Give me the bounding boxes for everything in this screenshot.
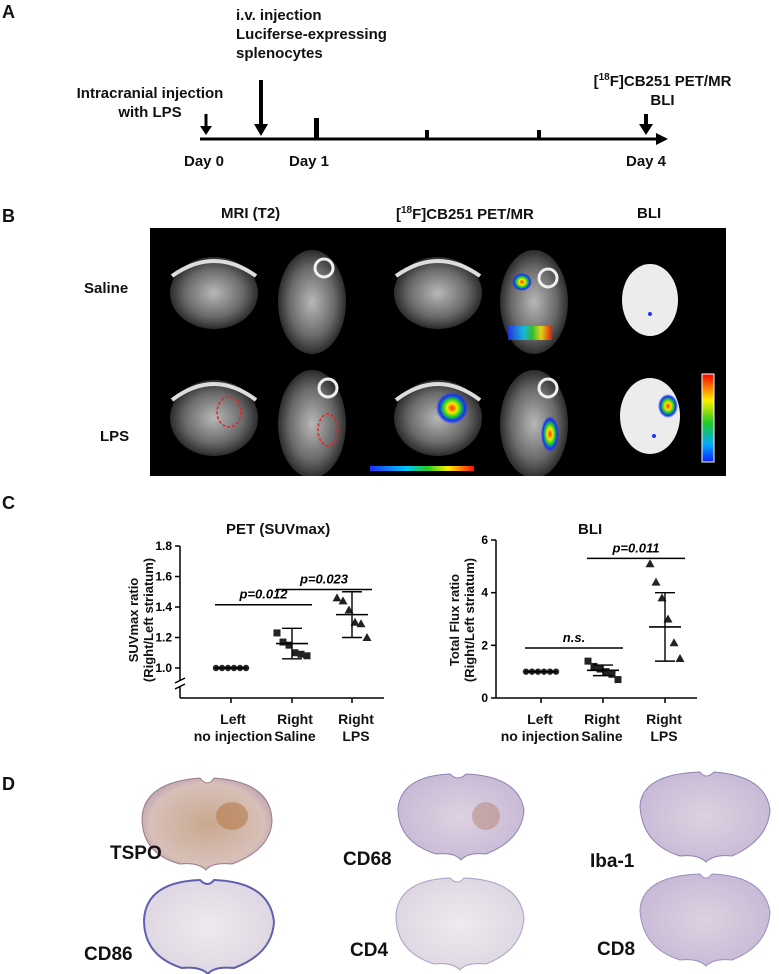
day1-label: Day 1 bbox=[289, 153, 330, 170]
bli-cat-left: Left no injection bbox=[500, 711, 580, 744]
bli-cat-lps: Right LPS bbox=[646, 711, 682, 744]
pet-axis-break-mark bbox=[174, 683, 186, 690]
ihc-label-cd86: CD86 bbox=[84, 944, 133, 965]
section-cd8 bbox=[639, 873, 771, 967]
panel-label-a: A bbox=[2, 2, 15, 22]
pet-significance-label: p=0.012 bbox=[238, 587, 288, 602]
row-label-lps: LPS bbox=[100, 428, 130, 445]
pet-point bbox=[285, 641, 293, 649]
pet-point bbox=[303, 652, 311, 660]
timeline-diagram bbox=[200, 80, 668, 145]
bli-lps bbox=[620, 378, 680, 454]
mri-axial-lps bbox=[278, 370, 346, 476]
ihc-label-iba1: Iba-1 bbox=[590, 851, 635, 872]
bli-point bbox=[602, 668, 610, 676]
bli-y-tick-label: 4 bbox=[481, 586, 488, 600]
ihc-label-tspo: TSPO bbox=[110, 843, 162, 864]
pet-significance-label: p=0.023 bbox=[299, 571, 349, 586]
col-header-pet: [18F]CB251 PET/MR bbox=[396, 205, 534, 223]
section-cd4 bbox=[395, 877, 525, 971]
bli-point bbox=[614, 676, 622, 684]
pet-cat-lps: Right LPS bbox=[338, 711, 374, 744]
bli-y-tick-label: 2 bbox=[481, 638, 488, 652]
pet-point bbox=[297, 650, 305, 658]
ylabel-bli: Total Flux ratio (Right/Left striatum) bbox=[447, 557, 477, 683]
pet-point bbox=[332, 593, 342, 602]
col-header-mri: MRI (T2) bbox=[221, 205, 281, 222]
section-cd86 bbox=[142, 878, 276, 974]
pet-y-tick-label: 1.2 bbox=[155, 631, 172, 645]
day1-tick bbox=[314, 118, 319, 139]
day3-tick bbox=[537, 130, 541, 139]
pet-y-tick-label: 1.4 bbox=[155, 600, 172, 614]
pet-axial-saline bbox=[500, 250, 568, 354]
pet-point bbox=[356, 619, 366, 628]
bli-point bbox=[675, 654, 685, 662]
pet-cat-saline: Right Saline bbox=[274, 711, 316, 744]
chart-title-pet: PET (SUVmax) bbox=[226, 521, 331, 538]
section-tspo bbox=[141, 777, 273, 871]
pet-y-tick-label: 1.8 bbox=[155, 539, 172, 553]
bli-point bbox=[669, 638, 679, 647]
pet-coronal-saline bbox=[394, 257, 482, 329]
pet-colorbar bbox=[370, 466, 474, 471]
bli-colorbar bbox=[701, 373, 715, 463]
pet-y-tick-label: 1.0 bbox=[155, 661, 172, 675]
imaging-panel bbox=[150, 228, 726, 476]
bli-point bbox=[590, 662, 598, 670]
bli-point bbox=[651, 577, 661, 586]
pet-point bbox=[291, 649, 299, 657]
day2-tick bbox=[425, 130, 429, 139]
bli-point bbox=[663, 614, 673, 623]
ylabel-pet: SUVmax ratio (Right/Left striatum) bbox=[126, 557, 156, 683]
bli-point bbox=[596, 665, 604, 673]
bli-point bbox=[608, 670, 616, 678]
bli-cat-saline: Right Saline bbox=[581, 711, 623, 744]
panel-label-c: C bbox=[2, 493, 15, 513]
pet-axis-break-gap bbox=[175, 680, 185, 686]
pet-coronal-lps bbox=[394, 380, 482, 456]
pet-point bbox=[279, 638, 287, 646]
bli-point bbox=[645, 559, 655, 568]
ihc-label-cd4: CD4 bbox=[350, 940, 389, 961]
day4-label: Day 4 bbox=[626, 153, 667, 170]
pet-bli-label: [18F]CB251 PET/MR BLI bbox=[593, 72, 732, 109]
col-header-bli: BLI bbox=[637, 205, 662, 222]
ihc-sections bbox=[141, 771, 771, 974]
intracranial-injection-label: Intracranial injection with LPS bbox=[76, 85, 224, 121]
pet-point bbox=[362, 633, 372, 641]
panel-label-b: B bbox=[2, 206, 15, 226]
pet-point bbox=[350, 617, 360, 626]
bli-significance-label: n.s. bbox=[563, 630, 585, 645]
charts-area: 1.0 1.2 1.4 1.6 1.8 p=0.012 p=0.023 0 2 4 6 n.s. p=0… bbox=[155, 533, 697, 705]
row-label-saline: Saline bbox=[84, 280, 129, 297]
iv-injection-label: i.v. injection Luciferse-expressing sple… bbox=[236, 7, 387, 62]
section-cd68 bbox=[397, 773, 525, 861]
mri-coronal-saline bbox=[170, 257, 258, 329]
pet-point bbox=[273, 629, 281, 637]
chart-title-bli: BLI bbox=[578, 521, 603, 538]
pet-cat-left: Left no injection bbox=[193, 711, 273, 744]
bli-point bbox=[584, 657, 592, 665]
day0-label: Day 0 bbox=[184, 153, 225, 170]
ihc-label-cd8: CD8 bbox=[597, 939, 636, 960]
section-iba1 bbox=[639, 771, 771, 863]
timeline-arrowhead bbox=[656, 133, 668, 145]
mri-coronal-lps bbox=[170, 380, 258, 456]
pet-point bbox=[344, 605, 354, 614]
bli-y-tick-label: 0 bbox=[481, 691, 488, 705]
mri-axial-saline bbox=[278, 250, 346, 354]
bli-y-tick-label: 6 bbox=[481, 533, 488, 547]
pet-point bbox=[338, 596, 348, 605]
panel-label-d: D bbox=[2, 774, 15, 794]
pet-axis-break-mark bbox=[174, 677, 186, 684]
pet-y-tick-label: 1.6 bbox=[155, 570, 172, 584]
pet-axial-lps bbox=[500, 370, 568, 476]
bli-point bbox=[657, 593, 667, 602]
ihc-label-cd68: CD68 bbox=[343, 849, 392, 870]
bli-significance-label: p=0.011 bbox=[611, 540, 659, 555]
bli-saline bbox=[622, 264, 678, 336]
